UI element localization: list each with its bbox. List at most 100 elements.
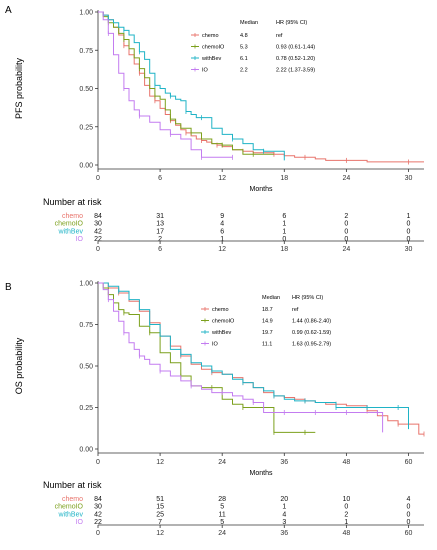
risk-axis-label: 18: [280, 246, 288, 253]
legend-header-hr: HR (95% CI): [276, 20, 307, 26]
y-tick-label: 0.50: [79, 364, 93, 371]
legend-entry-withBev: withBev: [211, 330, 232, 336]
series-line-IO: [98, 11, 233, 158]
y-tick-label: 0.00: [79, 163, 93, 170]
x-tick-label: 30: [405, 175, 413, 182]
risk-count: 6: [282, 213, 286, 220]
legend-entry-chemoIO: chemoIO: [212, 319, 235, 325]
risk-axis-label: 24: [342, 246, 350, 253]
panel-label: B: [5, 282, 12, 293]
risk-count: 5: [220, 504, 224, 511]
risk-count: 20: [280, 496, 288, 503]
legend-hr-chemo: ref: [276, 33, 283, 39]
risk-count: 1: [407, 213, 411, 220]
risk-count: 31: [156, 213, 164, 220]
legend-hr-IO: 1.63 (0.95-2.79): [292, 342, 331, 348]
risk-row-label-withBev: withBev: [57, 228, 83, 235]
risk-axis-label: 12: [156, 530, 164, 537]
risk-count: 10: [342, 496, 350, 503]
risk-count: 30: [94, 221, 102, 228]
risk-count: 0: [344, 504, 348, 511]
risk-count: 0: [407, 519, 411, 526]
x-tick-label: 0: [96, 175, 100, 182]
risk-count: 22: [94, 236, 102, 243]
y-axis-label: OS probability: [14, 337, 24, 394]
risk-count: 6: [220, 228, 224, 235]
risk-count: 1: [282, 504, 286, 511]
risk-table: Number at risk chemo 84 31 9 6 2 1 chemoIO 30 13 4 1…: [43, 197, 424, 253]
risk-count: 25: [156, 511, 164, 518]
risk-row-label-chemoIO: chemoIO: [55, 221, 84, 228]
panel-label: A: [5, 5, 12, 16]
risk-axis-label: 60: [405, 530, 413, 537]
series-line-chemoIO: [98, 282, 316, 433]
risk-axis-label: 24: [218, 530, 226, 537]
y-tick-label: 1.00: [79, 10, 93, 17]
series-line-chemo: [98, 282, 424, 435]
legend-header-median: Median: [262, 295, 280, 301]
risk-count: 13: [156, 221, 164, 228]
risk-row-label-chemo: chemo: [62, 496, 83, 503]
x-tick-label: 0: [96, 459, 100, 466]
risk-count: 42: [94, 228, 102, 235]
x-tick-label: 48: [342, 459, 350, 466]
legend-median-IO: 2.2: [240, 68, 248, 74]
risk-count: 0: [407, 236, 411, 243]
risk-count: 5: [220, 519, 224, 526]
chart-panel-A: A0.000.250.500.751.000 6 12 18 24 30MonthsPFS…: [5, 5, 424, 253]
risk-count: 0: [407, 504, 411, 511]
risk-count: 0: [407, 228, 411, 235]
risk-count: 30: [94, 504, 102, 511]
risk-table-title: Number at risk: [43, 480, 102, 490]
risk-count: 11: [219, 511, 226, 518]
risk-count: 42: [94, 511, 102, 518]
risk-count: 9: [220, 213, 224, 220]
legend-entry-chemoIO: chemoIO: [202, 45, 225, 51]
legend-header-median: Median: [240, 20, 258, 26]
legend-entry-IO: IO: [212, 342, 219, 348]
risk-table-title: Number at risk: [43, 197, 102, 207]
risk-row-label-IO: IO: [76, 519, 84, 526]
legend-header-hr: HR (95% CI): [292, 295, 323, 301]
chart-panel-B: B0.000.250.500.751.000 12 24 36 48 60MonthsOS…: [5, 281, 425, 537]
risk-count: 4: [407, 496, 411, 503]
series-line-IO: [98, 282, 384, 433]
risk-axis-label: 30: [405, 246, 413, 253]
risk-count: 0: [344, 221, 348, 228]
series-line-withBev: [98, 282, 409, 430]
x-tick-label: 60: [405, 459, 413, 466]
risk-axis-label: 48: [342, 530, 350, 537]
risk-count: 0: [282, 236, 286, 243]
risk-count: 1: [344, 519, 348, 526]
risk-axis-label: 36: [280, 530, 288, 537]
x-tick-label: 18: [280, 175, 288, 182]
legend-hr-chemoIO: 0.93 (0.61-1.44): [276, 45, 315, 51]
x-tick-label: 6: [158, 175, 162, 182]
risk-count: 22: [94, 519, 102, 526]
risk-count: 1: [282, 228, 286, 235]
legend-hr-chemoIO: 1.44 (0.86-2.40): [292, 319, 331, 325]
x-tick-label: 36: [280, 459, 288, 466]
risk-count: 15: [156, 504, 164, 511]
y-tick-label: 0.25: [79, 405, 93, 412]
legend-entry-chemo: chemo: [212, 307, 229, 313]
y-tick-label: 0.00: [79, 447, 93, 454]
risk-count: 0: [407, 511, 411, 518]
risk-count: 28: [218, 496, 226, 503]
legend-hr-IO: 2.22 (1.37-3.59): [276, 68, 315, 74]
y-tick-label: 0.75: [79, 322, 93, 329]
risk-row-label-chemoIO: chemoIO: [55, 504, 84, 511]
x-tick-label: 24: [218, 459, 226, 466]
legend-entry-IO: IO: [202, 68, 209, 74]
risk-count: 84: [94, 213, 102, 220]
risk-axis-label: 0: [96, 246, 100, 253]
risk-row-label-withBev: withBev: [57, 511, 83, 518]
risk-row-label-IO: IO: [76, 236, 84, 243]
legend-median-IO: 11.1: [262, 342, 272, 348]
risk-count: 7: [158, 519, 162, 526]
legend-median-withBev: 19.7: [262, 330, 273, 336]
legend-hr-withBev: 0.99 (0.62-1.59): [292, 330, 331, 336]
series-line-chemo: [98, 11, 424, 163]
y-tick-label: 1.00: [79, 281, 93, 288]
